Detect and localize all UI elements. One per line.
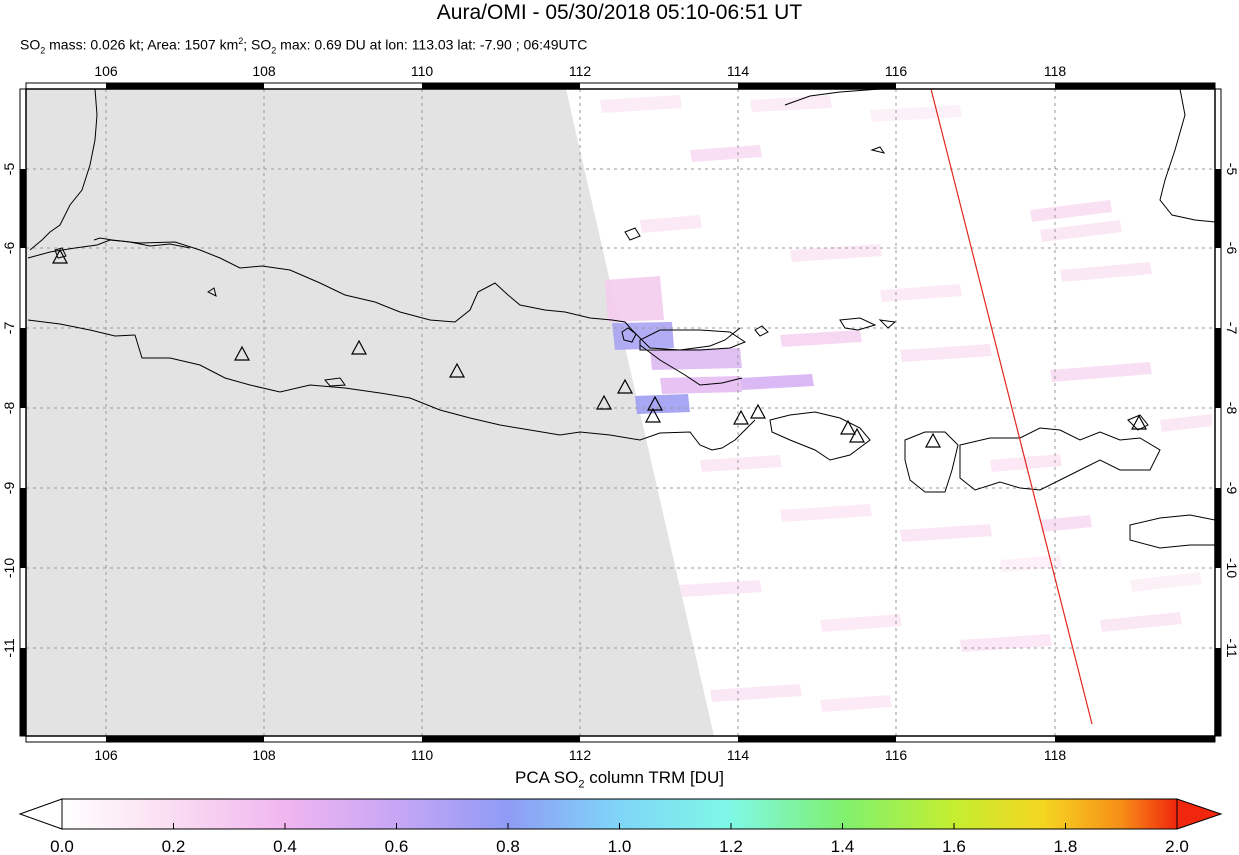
lat-label: -5 — [1224, 163, 1239, 176]
colorbar-tick-label: 1.4 — [831, 837, 855, 855]
map-grid — [26, 89, 1215, 736]
colorbar-tick-label: 1.6 — [942, 837, 966, 855]
so2-swath-pixels — [600, 95, 1212, 712]
colorbar-max-arrow — [1176, 798, 1223, 830]
map-title: Aura/OMI - 05/30/2018 05:10-06:51 UT — [436, 1, 803, 24]
volcano-icon — [646, 395, 664, 411]
lon-labels-top: 106 108 110 112 114 116 118 — [94, 63, 1066, 79]
lat-label: -9 — [1, 482, 17, 495]
colorbar-tick-label: 0.0 — [50, 837, 74, 855]
lat-label: -6 — [1, 242, 17, 255]
lat-label: -11 — [1224, 638, 1239, 657]
colorbar-min-arrow — [18, 798, 63, 830]
volcano-icon — [848, 427, 866, 443]
map-subtitle: SO2 mass: 0.026 kt; Area: 1507 km2; SO2 … — [20, 36, 588, 56]
lat-label: -10 — [1, 558, 17, 578]
lon-label: 116 — [885, 747, 908, 763]
volcano-icon — [233, 345, 251, 361]
orbit-track-line — [930, 89, 1093, 725]
lon-label: 114 — [727, 747, 750, 763]
colorbar-tick-label: 1.8 — [1054, 837, 1078, 855]
lat-label: -11 — [1, 638, 17, 657]
lon-label: 112 — [569, 747, 592, 763]
lat-border-bars — [19, 88, 1222, 737]
volcano-icon — [51, 248, 69, 264]
colorbar: 0.0 0.2 0.4 0.6 0.8 1.0 1.2 1.4 1.6 1.8 … — [18, 798, 1223, 855]
lon-label: 106 — [94, 63, 118, 79]
lon-label: 114 — [727, 63, 750, 79]
lon-labels-bottom: 106 108 110 112 114 116 118 — [94, 747, 1066, 763]
volcano-icon — [644, 407, 662, 423]
lat-labels-right: -5 -6 -7 -8 -9 -10 -11 — [1224, 163, 1239, 658]
lon-border-bars — [25, 82, 1216, 743]
lon-label: 116 — [885, 63, 908, 79]
colorbar-tick-label: 0.2 — [162, 837, 186, 855]
lon-label: 108 — [252, 747, 276, 763]
lat-label: -7 — [1224, 322, 1239, 335]
volcano-icon — [749, 403, 767, 419]
colorbar-tick-label: 0.8 — [496, 837, 520, 855]
volcano-markers — [51, 248, 1148, 448]
volcano-icon — [595, 394, 613, 410]
no-data-region — [26, 89, 714, 736]
lat-label: -5 — [1, 163, 17, 176]
lat-label: -10 — [1224, 558, 1239, 578]
volcano-icon — [448, 362, 466, 378]
colorbar-tick-label: 1.0 — [608, 837, 632, 855]
lon-label: 106 — [94, 747, 118, 763]
lon-label: 108 — [252, 63, 276, 79]
colorbar-tick-label: 2.0 — [1165, 837, 1189, 855]
lat-label: -8 — [1, 402, 17, 415]
volcano-icon — [350, 339, 368, 355]
lat-label: -6 — [1224, 242, 1239, 255]
lat-label: -7 — [1, 322, 17, 335]
volcano-icon — [1130, 414, 1148, 430]
colorbar-tick-label: 0.4 — [273, 837, 297, 855]
lat-labels-left: -5 -6 -7 -8 -9 -10 -11 — [1, 163, 17, 658]
lon-label: 110 — [411, 63, 434, 79]
colorbar-title: PCA SO2 column TRM [DU] — [515, 768, 724, 791]
lon-label: 110 — [411, 747, 434, 763]
volcano-icon — [616, 378, 634, 394]
volcano-icon — [924, 432, 942, 448]
coastlines — [27, 89, 1215, 549]
lon-label: 118 — [1044, 747, 1067, 763]
lon-label: 118 — [1044, 63, 1067, 79]
lat-label: -8 — [1224, 402, 1239, 415]
volcano-icon — [839, 419, 857, 435]
colorbar-tick-label: 1.2 — [719, 837, 743, 855]
volcano-icon — [732, 409, 750, 425]
lon-label: 112 — [569, 63, 592, 79]
lat-label: -9 — [1224, 482, 1239, 495]
colorbar-tick-label: 0.6 — [385, 837, 409, 855]
